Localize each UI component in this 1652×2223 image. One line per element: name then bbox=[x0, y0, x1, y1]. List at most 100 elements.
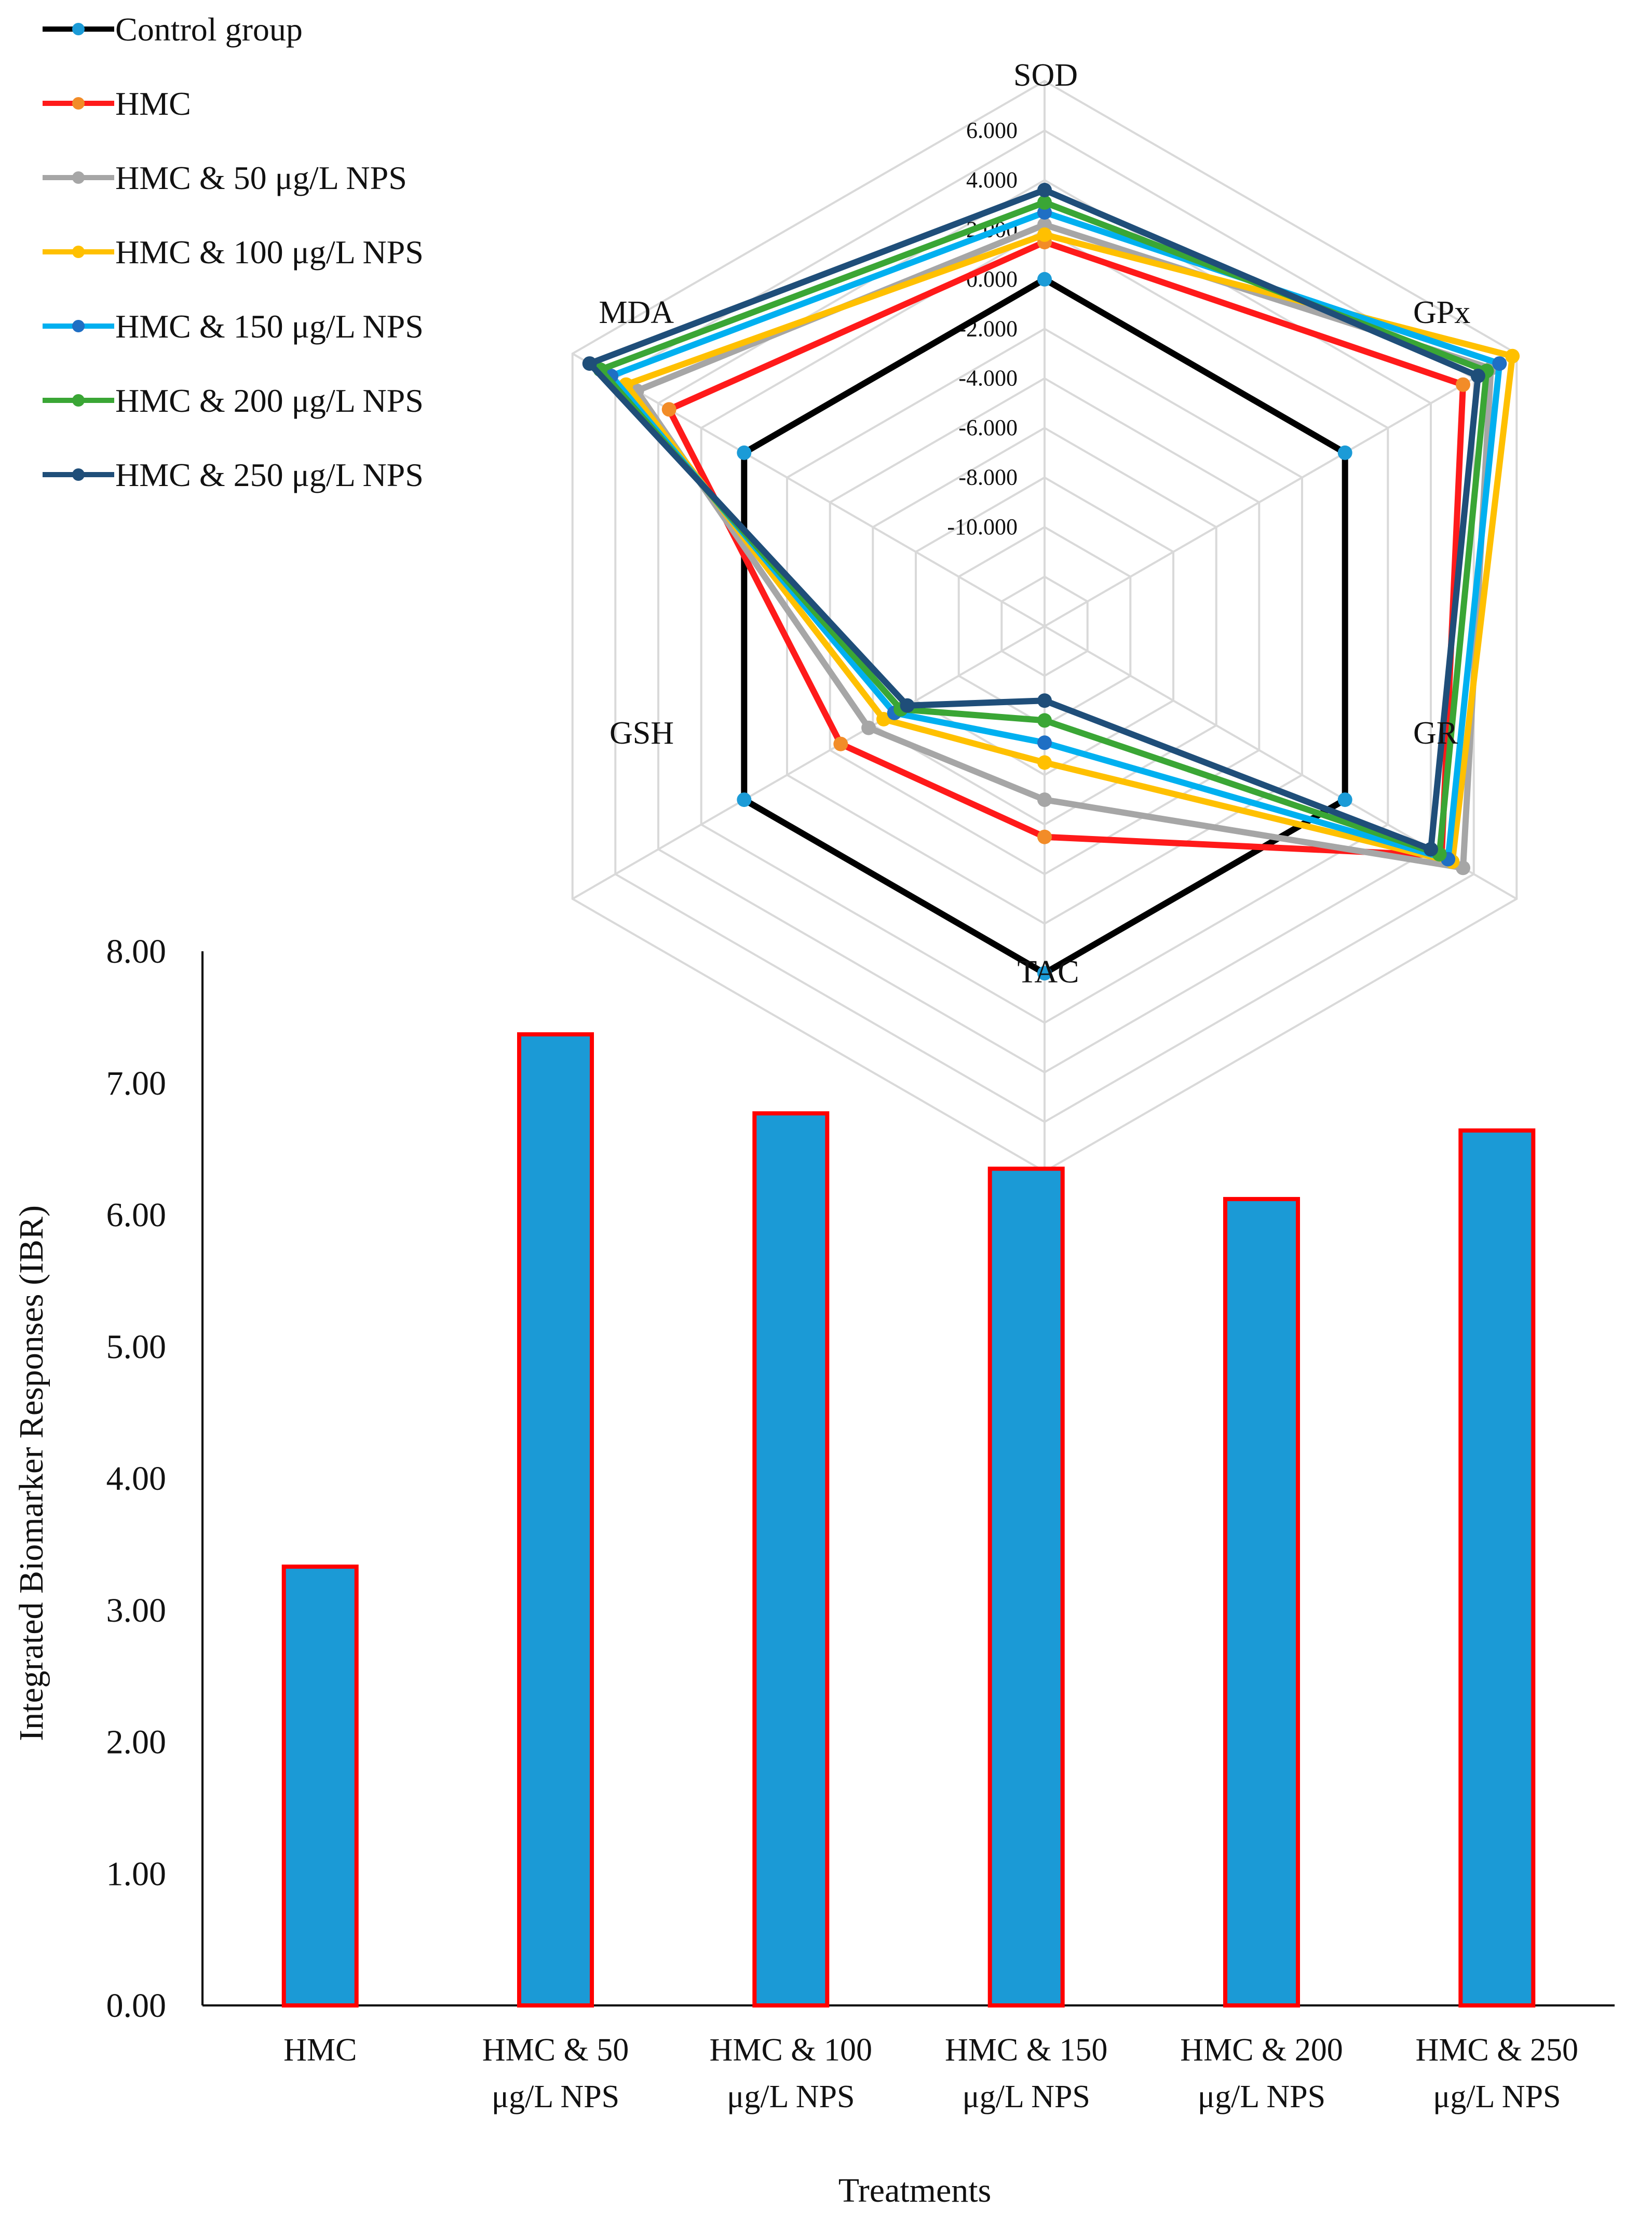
x-category-label: HMC & 150 bbox=[945, 2032, 1107, 2068]
x-category-label: HMC & 250 bbox=[1416, 2032, 1578, 2068]
radar-tick-label: -4.000 bbox=[958, 366, 1018, 391]
radar-point-tac bbox=[1037, 735, 1052, 750]
radar-point-sod bbox=[1037, 272, 1052, 287]
bar-hmc-250-g-l-nps bbox=[1458, 1128, 1536, 2008]
x-category-label: HMC bbox=[283, 2032, 357, 2068]
radar-axis-labels: SOD GPx GR TAC GSH MDA bbox=[599, 58, 1470, 990]
x-category-label: μg/L NPS bbox=[1433, 2079, 1561, 2114]
radar-point-gsh bbox=[861, 720, 876, 735]
radar-point-gpx bbox=[1456, 377, 1470, 392]
radar-spoke bbox=[1044, 353, 1518, 627]
radar-tick-label: -8.000 bbox=[958, 465, 1018, 490]
radar-point-mda bbox=[582, 356, 597, 371]
radar-point-gsh bbox=[876, 712, 891, 726]
bar-hmc-100-g-l-nps bbox=[752, 1111, 830, 2008]
y-axis-title: Integrated Biomarker Responses (IBR) bbox=[12, 1205, 50, 1741]
radar-series-hmc bbox=[661, 235, 1470, 863]
y-tick-label: 2.00 bbox=[106, 1723, 167, 1761]
legend-entry-hmc-50-g-l-nps: HMC & 50 μg/L NPS bbox=[43, 159, 407, 196]
y-tick-label: 5.00 bbox=[106, 1328, 167, 1366]
radar-point-gr bbox=[1424, 842, 1438, 857]
y-tick-label: 1.00 bbox=[106, 1855, 167, 1893]
legend-marker bbox=[72, 171, 85, 184]
radar-point-tac bbox=[1037, 713, 1052, 728]
radar-point-tac bbox=[1037, 693, 1052, 708]
legend-marker bbox=[72, 246, 85, 258]
radar-point-sod bbox=[1037, 195, 1052, 210]
bar-hmc-50-g-l-nps bbox=[517, 1032, 594, 2008]
radar-point-gr bbox=[1456, 860, 1470, 875]
y-tick-label: 3.00 bbox=[106, 1592, 167, 1629]
bar-series bbox=[281, 1032, 1536, 2008]
legend-marker bbox=[72, 468, 85, 481]
radar-axis-label-gpx: GPx bbox=[1413, 295, 1470, 330]
radar-tick-label: -6.000 bbox=[958, 415, 1018, 440]
radar-tick-label: -2.000 bbox=[958, 316, 1018, 341]
radar-point-tac bbox=[1037, 755, 1052, 770]
radar-point-tac bbox=[1037, 792, 1052, 807]
legend-marker bbox=[72, 394, 85, 407]
legend-entry-hmc-200-g-l-nps: HMC & 200 μg/L NPS bbox=[43, 382, 424, 419]
radar-point-gr bbox=[1337, 792, 1352, 807]
bar-y-tick-labels: 0.00 1.00 2.00 3.00 4.00 5.00 6.00 7.00 8.00 bbox=[106, 933, 167, 2025]
legend-entry-hmc-150-g-l-nps: HMC & 150 μg/L NPS bbox=[43, 308, 424, 345]
radar-point-mda bbox=[737, 445, 752, 460]
radar-spoke bbox=[572, 353, 1046, 627]
legend-label: HMC & 200 μg/L NPS bbox=[115, 382, 424, 419]
bar-hmc bbox=[281, 1565, 359, 2008]
x-category-label: μg/L NPS bbox=[1198, 2079, 1325, 2114]
radar-series-hmc-150-g-l-nps bbox=[604, 205, 1507, 867]
radar-axis-label-mda: MDA bbox=[599, 295, 674, 330]
x-category-label: HMC & 200 bbox=[1180, 2032, 1343, 2068]
y-tick-label: 0.00 bbox=[106, 1987, 167, 2025]
radar-point-sod bbox=[1037, 183, 1052, 197]
radar-point-gsh bbox=[900, 698, 915, 713]
radar-tick-label: 6.000 bbox=[966, 117, 1018, 143]
radar-point-gsh bbox=[833, 736, 848, 751]
legend-marker bbox=[72, 97, 85, 110]
legend-label: Control group bbox=[115, 11, 303, 48]
x-category-label: HMC & 50 bbox=[482, 2032, 629, 2068]
radar-point-gpx bbox=[1470, 369, 1485, 383]
y-tick-label: 8.00 bbox=[106, 933, 167, 971]
radar-axis-label-tac: TAC bbox=[1017, 954, 1079, 990]
radar-axis-label-gsh: GSH bbox=[610, 716, 674, 751]
x-category-label: HMC & 100 bbox=[710, 2032, 872, 2068]
radar-point-sod bbox=[1037, 227, 1052, 242]
radar-point-tac bbox=[1037, 966, 1052, 981]
radar-point-gsh bbox=[737, 792, 752, 807]
y-tick-label: 7.00 bbox=[106, 1065, 167, 1102]
legend-entry-hmc: HMC bbox=[43, 85, 191, 122]
legend-marker bbox=[72, 320, 85, 332]
legend-label: HMC & 150 μg/L NPS bbox=[115, 308, 424, 345]
radar-axis-label-gr: GR bbox=[1413, 716, 1458, 751]
bar-hmc-150-g-l-nps bbox=[987, 1166, 1065, 2008]
radar-legend: Control group HMC HMC & 50 μg/L NPS HMC & 1… bbox=[43, 11, 424, 493]
radar-tick-label: 4.000 bbox=[966, 167, 1018, 193]
radar-axis-label-sod: SOD bbox=[1013, 58, 1078, 93]
legend-entry-hmc-250-g-l-nps: HMC & 250 μg/L NPS bbox=[43, 456, 424, 493]
y-tick-label: 6.00 bbox=[106, 1196, 167, 1234]
legend-label: HMC & 50 μg/L NPS bbox=[115, 159, 407, 196]
radar-point-gpx bbox=[1505, 348, 1520, 363]
x-category-label: μg/L NPS bbox=[727, 2079, 855, 2114]
radar-point-mda bbox=[661, 402, 676, 417]
legend-label: HMC & 100 μg/L NPS bbox=[115, 234, 424, 271]
bar-hmc-200-g-l-nps bbox=[1223, 1197, 1300, 2008]
legend-entry-control-group: Control group bbox=[43, 11, 303, 48]
x-category-label: μg/L NPS bbox=[492, 2079, 619, 2114]
radar-spoke bbox=[572, 625, 1046, 900]
radar-series-control-group bbox=[737, 272, 1352, 981]
radar-tick-label: -10.000 bbox=[947, 514, 1018, 540]
radar-series-hmc-250-g-l-nps bbox=[582, 183, 1485, 857]
legend-marker bbox=[72, 23, 85, 35]
radar-point-gpx bbox=[1492, 356, 1507, 371]
radar-chart: 6.0004.0002.0000.000-2.000-4.000-6.000-8… bbox=[571, 58, 1520, 1173]
radar-point-tac bbox=[1037, 829, 1052, 844]
x-axis-title: Treatments bbox=[838, 2172, 992, 2209]
y-tick-label: 4.00 bbox=[106, 1460, 167, 1498]
radar-point-gpx bbox=[1337, 445, 1352, 460]
legend-entry-hmc-100-g-l-nps: HMC & 100 μg/L NPS bbox=[43, 234, 424, 271]
